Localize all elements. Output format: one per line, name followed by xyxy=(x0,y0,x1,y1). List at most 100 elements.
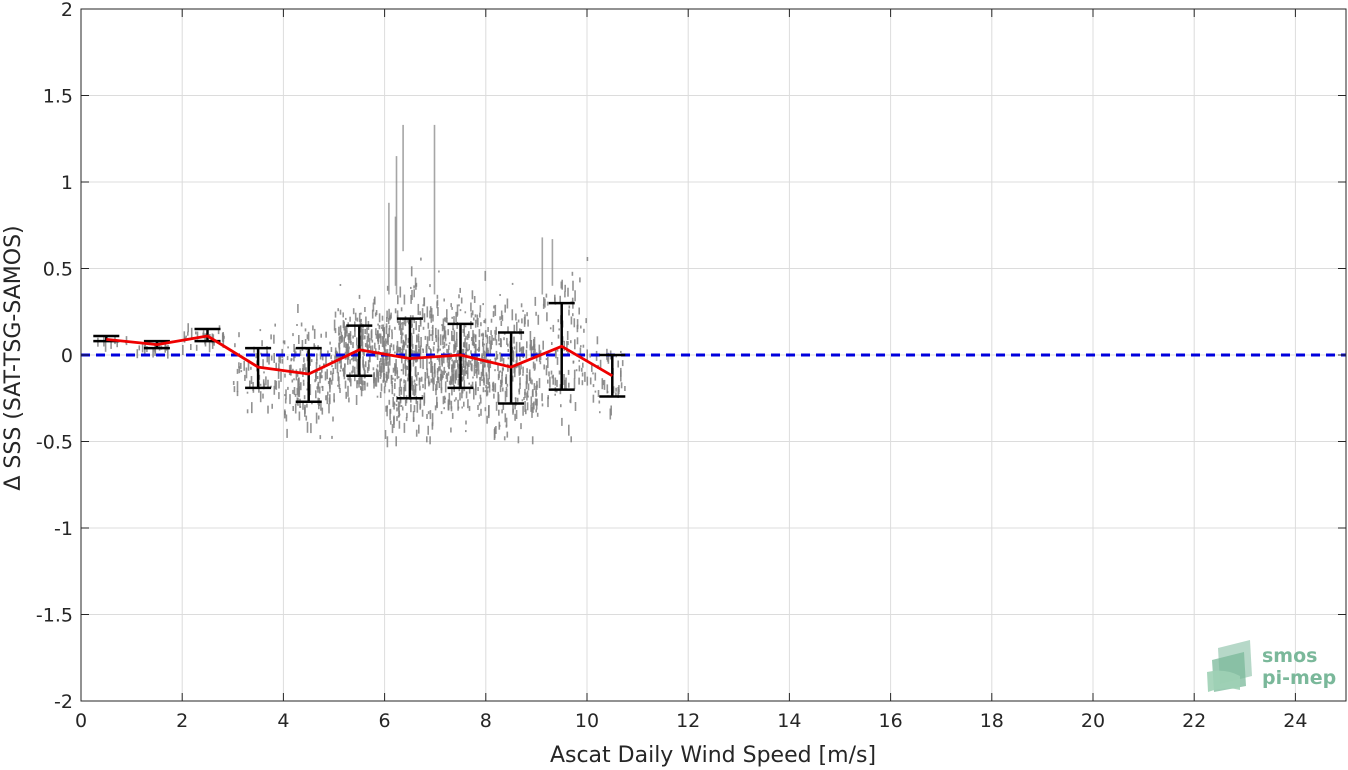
raw-point xyxy=(324,371,327,381)
raw-point xyxy=(164,343,167,347)
raw-point xyxy=(526,368,528,374)
raw-point xyxy=(476,348,479,351)
raw-point xyxy=(415,321,417,331)
raw-point xyxy=(563,374,565,385)
raw-point xyxy=(430,363,432,373)
raw-point xyxy=(273,334,275,344)
raw-point xyxy=(533,348,535,351)
raw-point xyxy=(506,431,509,438)
raw-point xyxy=(278,363,280,370)
raw-point xyxy=(495,326,497,335)
raw-point xyxy=(522,346,524,358)
raw-point xyxy=(429,306,432,313)
raw-point xyxy=(567,369,570,375)
raw-point xyxy=(402,321,404,330)
raw-point xyxy=(284,373,286,378)
raw-point xyxy=(475,344,477,355)
raw-point-streak xyxy=(395,156,398,295)
raw-point xyxy=(368,338,371,348)
raw-point xyxy=(474,343,477,348)
raw-point xyxy=(479,377,481,380)
raw-point xyxy=(345,391,347,399)
raw-point xyxy=(475,365,477,368)
raw-point xyxy=(285,389,287,400)
raw-point xyxy=(397,295,399,305)
raw-point xyxy=(532,402,534,413)
raw-point xyxy=(405,417,408,422)
raw-point xyxy=(338,332,341,335)
raw-point xyxy=(468,334,470,339)
raw-point xyxy=(222,335,224,337)
raw-point xyxy=(332,416,334,422)
raw-point xyxy=(455,369,457,381)
raw-point xyxy=(398,413,401,416)
y-tick-label: -1.5 xyxy=(36,605,73,627)
raw-point xyxy=(514,413,516,421)
raw-point xyxy=(461,389,463,399)
raw-point xyxy=(620,350,622,353)
raw-point xyxy=(317,415,320,420)
raw-point xyxy=(321,407,324,415)
raw-point xyxy=(374,312,377,317)
raw-point xyxy=(417,372,419,376)
raw-point xyxy=(483,359,486,367)
raw-point xyxy=(422,359,424,370)
raw-point xyxy=(386,310,388,319)
x-tick-label: 16 xyxy=(879,710,903,732)
raw-point xyxy=(448,392,451,402)
raw-point xyxy=(304,328,307,332)
raw-point xyxy=(551,342,553,345)
raw-point xyxy=(487,327,489,332)
raw-point xyxy=(487,349,489,356)
raw-point xyxy=(511,375,514,382)
raw-point xyxy=(547,357,549,368)
raw-point xyxy=(316,353,318,365)
raw-point xyxy=(493,393,495,399)
raw-point xyxy=(284,398,287,404)
raw-point xyxy=(392,377,394,380)
raw-point xyxy=(364,335,366,340)
raw-point xyxy=(345,348,348,355)
raw-point xyxy=(486,415,488,424)
raw-point xyxy=(526,390,529,397)
raw-point xyxy=(624,386,626,391)
raw-point xyxy=(476,323,479,328)
raw-point xyxy=(403,422,406,433)
raw-point xyxy=(336,362,339,374)
raw-point xyxy=(466,370,468,375)
raw-point xyxy=(395,436,397,447)
raw-point xyxy=(482,374,485,383)
raw-point xyxy=(382,324,384,329)
raw-point xyxy=(424,378,426,390)
raw-point xyxy=(382,328,384,332)
raw-point xyxy=(352,342,354,349)
raw-point xyxy=(534,363,536,370)
raw-point xyxy=(475,368,477,371)
raw-point xyxy=(621,360,624,367)
raw-point xyxy=(419,347,422,359)
raw-point xyxy=(285,414,288,422)
raw-point xyxy=(448,356,451,366)
raw-point xyxy=(349,337,352,344)
raw-point xyxy=(453,330,456,342)
raw-point xyxy=(266,350,268,354)
raw-point xyxy=(499,352,501,355)
raw-point xyxy=(403,341,406,348)
raw-point xyxy=(388,389,391,393)
raw-point xyxy=(345,325,348,329)
raw-point xyxy=(413,379,416,383)
raw-point xyxy=(442,345,445,349)
raw-point xyxy=(504,304,506,313)
raw-point xyxy=(539,361,542,365)
logo-wave-icon xyxy=(1207,670,1240,692)
raw-point xyxy=(187,331,189,336)
raw-point xyxy=(393,415,395,425)
raw-point xyxy=(386,317,388,322)
raw-point xyxy=(519,368,521,375)
raw-point xyxy=(349,316,351,322)
raw-point xyxy=(397,414,400,418)
raw-point xyxy=(517,364,519,368)
raw-point xyxy=(395,404,398,407)
raw-point xyxy=(284,394,286,397)
raw-point xyxy=(436,301,438,309)
